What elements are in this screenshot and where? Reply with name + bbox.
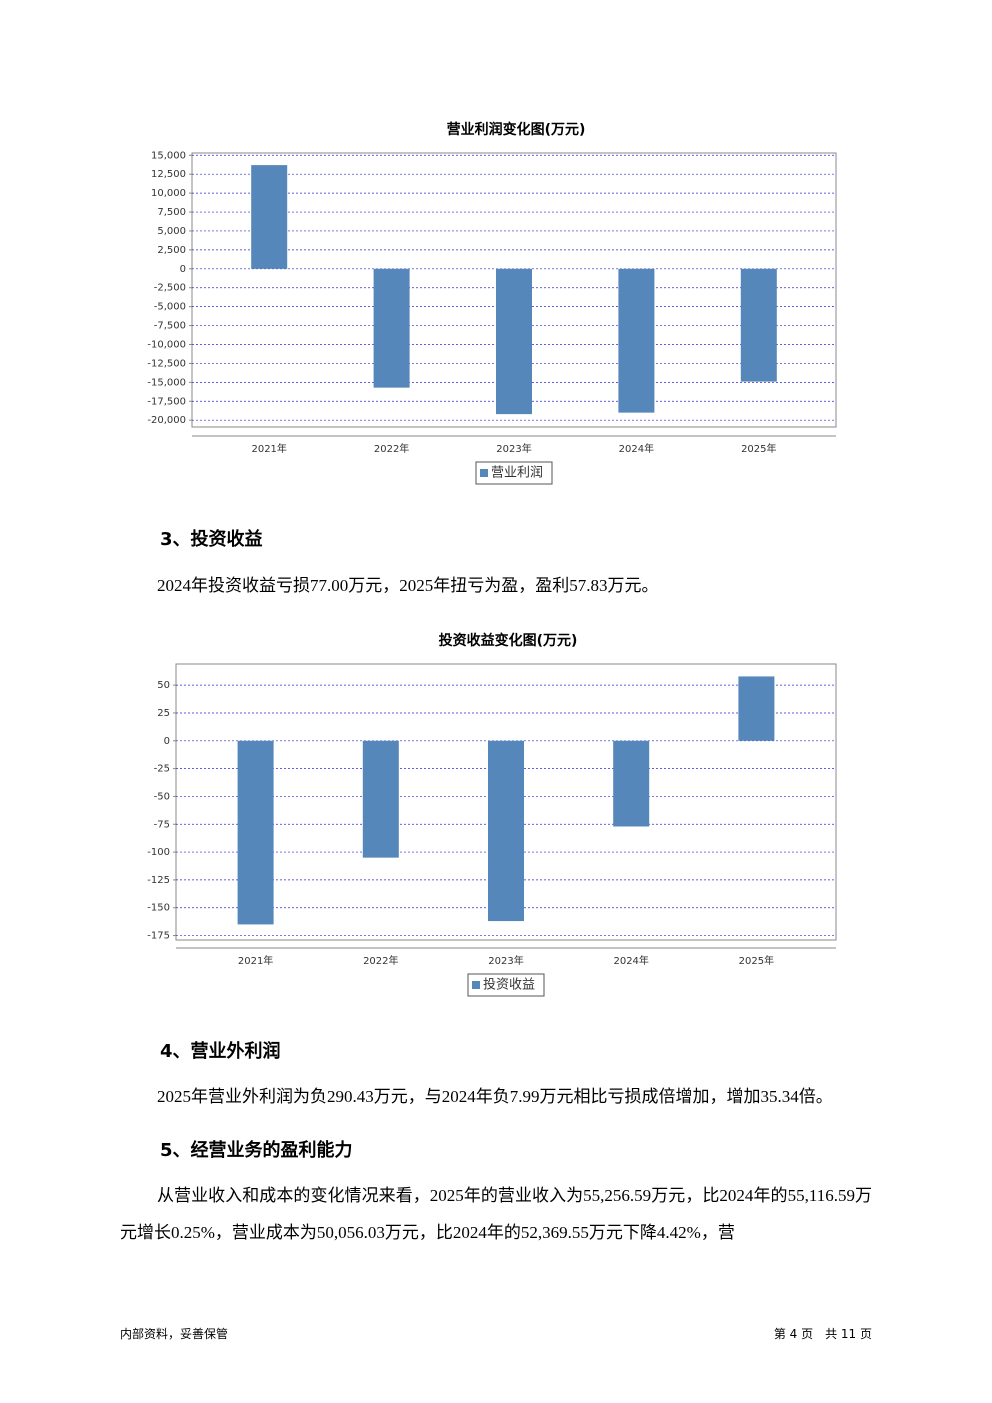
y-tick-label: -175 (147, 931, 170, 942)
bar (251, 165, 288, 269)
paragraph: 2024年投资收益亏损77.00万元，2025年扭亏为盈，盈利57.83万元。 (157, 576, 659, 595)
x-tick-label: 2022年 (363, 954, 398, 967)
legend-box (467, 973, 545, 997)
bar (618, 268, 655, 413)
plot-area (175, 663, 837, 941)
legend-label: 投资收益 (483, 977, 535, 993)
y-tick-label: 12,500 (151, 169, 186, 180)
y-tick-label: -2,500 (154, 283, 186, 294)
legend-swatch (472, 981, 480, 989)
y-tick-label: -75 (154, 819, 170, 830)
x-tick-label: 2025年 (739, 954, 774, 967)
y-tick-label: -15,000 (147, 377, 186, 388)
y-tick-label: -12,500 (147, 358, 186, 369)
y-tick-label: 2,500 (157, 245, 186, 256)
bar (488, 740, 524, 922)
y-tick-label: 5,000 (157, 226, 186, 237)
y-tick-label: 0 (180, 264, 186, 275)
section-heading: 3、投资收益 (160, 529, 263, 550)
y-tick-label: 50 (157, 680, 170, 691)
bar (738, 676, 775, 741)
bar (362, 740, 399, 858)
x-tick-label: 2024年 (619, 442, 654, 455)
y-tick-label: -25 (154, 764, 170, 775)
x-tick-label: 2021年 (238, 954, 273, 967)
bar (373, 268, 410, 388)
plot-area (191, 152, 837, 428)
x-tick-label: 2024年 (613, 954, 648, 967)
y-tick-label: 7,500 (157, 207, 186, 218)
chart-title: 营业利润变化图(万元) (447, 121, 586, 138)
y-tick-label: 10,000 (151, 188, 186, 199)
chart-title: 投资收益变化图(万元) (439, 632, 578, 649)
bar (740, 268, 777, 382)
y-tick-label: -7,500 (154, 321, 186, 332)
x-tick-label: 2025年 (741, 442, 776, 455)
y-tick-label: -5,000 (154, 302, 186, 313)
x-tick-label: 2023年 (488, 954, 523, 967)
y-tick-label: -20,000 (147, 415, 186, 426)
legend-box (475, 461, 553, 485)
x-tick-label: 2021年 (251, 442, 286, 455)
paragraph: 从营业收入和成本的变化情况来看，2025年的营业收入为55,256.59万元，比… (120, 1186, 872, 1242)
bar (613, 740, 650, 827)
y-tick-label: -17,500 (147, 396, 186, 407)
y-tick-label: -150 (147, 903, 170, 914)
x-tick-label: 2022年 (374, 442, 409, 455)
footer-left: 内部资料，妥善保管 (120, 1327, 229, 1341)
paragraph: 2025年营业外利润为负290.43万元，与2024年负7.99万元相比亏损成倍… (157, 1087, 833, 1106)
section-heading: 4、营业外利润 (160, 1041, 281, 1062)
legend-swatch (480, 469, 488, 477)
y-tick-label: -100 (147, 847, 170, 858)
footer-right: 第 4 页 共 11 页 (773, 1327, 872, 1341)
section-heading: 5、经营业务的盈利能力 (160, 1140, 353, 1161)
y-tick-label: -125 (147, 875, 170, 886)
y-tick-label: 15,000 (151, 150, 186, 161)
bar (237, 740, 274, 925)
y-tick-label: 25 (157, 708, 170, 719)
y-tick-label: -50 (154, 791, 170, 802)
y-tick-label: -10,000 (147, 339, 186, 350)
legend-label: 营业利润 (491, 466, 543, 481)
x-tick-label: 2023年 (496, 442, 531, 455)
bar (496, 268, 532, 415)
y-tick-label: 0 (164, 736, 170, 747)
